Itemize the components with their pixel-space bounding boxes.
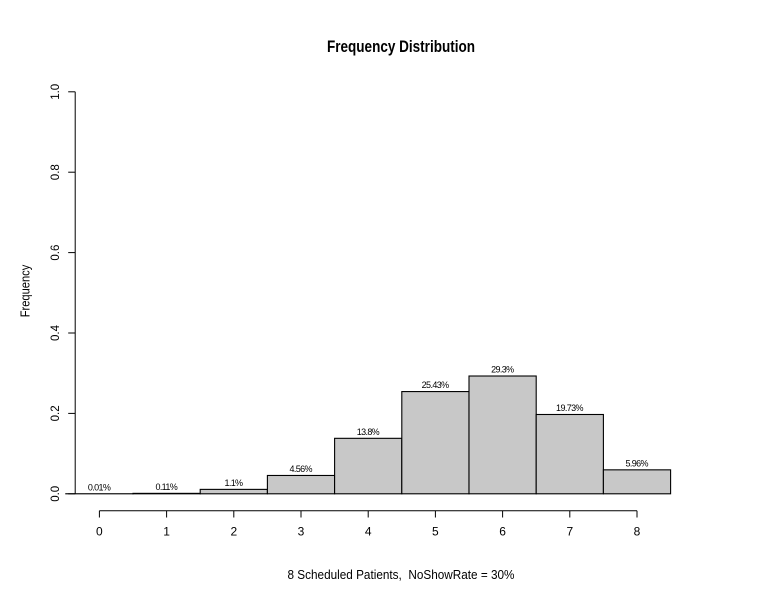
- svg-text:5.96%: 5.96%: [626, 458, 649, 468]
- svg-text:8 Scheduled Patients, NoShowR: 8 Scheduled Patients, NoShowRate = 30%: [288, 567, 515, 582]
- svg-text:0: 0: [96, 525, 103, 539]
- svg-text:25.43%: 25.43%: [422, 380, 450, 390]
- svg-text:0.11%: 0.11%: [155, 482, 177, 492]
- svg-text:0.2: 0.2: [50, 405, 62, 421]
- svg-text:5: 5: [432, 525, 439, 539]
- svg-text:4.56%: 4.56%: [290, 464, 313, 474]
- svg-text:0.4: 0.4: [50, 324, 62, 341]
- svg-text:0.8: 0.8: [50, 164, 62, 180]
- svg-text:2: 2: [230, 525, 237, 539]
- svg-text:13.8%: 13.8%: [357, 427, 380, 437]
- svg-text:Frequency Distribution: Frequency Distribution: [327, 37, 475, 56]
- svg-text:7: 7: [566, 525, 573, 539]
- svg-text:0.01%: 0.01%: [88, 482, 111, 492]
- svg-text:6: 6: [499, 525, 506, 539]
- svg-text:8: 8: [634, 525, 641, 539]
- svg-text:Frequency: Frequency: [18, 264, 33, 317]
- svg-text:3: 3: [298, 525, 305, 539]
- svg-text:1.0: 1.0: [50, 84, 62, 100]
- svg-text:1.1%: 1.1%: [225, 478, 244, 488]
- svg-text:0.6: 0.6: [50, 245, 62, 261]
- svg-text:4: 4: [365, 525, 372, 539]
- svg-text:29.3%: 29.3%: [491, 365, 514, 375]
- svg-text:19.73%: 19.73%: [556, 403, 584, 413]
- svg-text:1: 1: [163, 525, 170, 539]
- svg-text:0.0: 0.0: [50, 486, 62, 502]
